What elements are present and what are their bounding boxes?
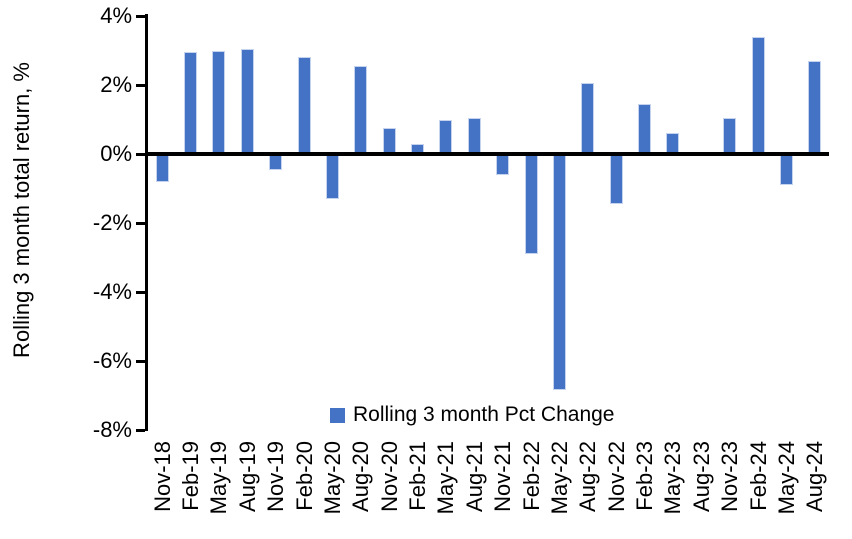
y-tick-label: -8%: [92, 417, 132, 442]
x-tick-label: May-24: [773, 441, 799, 515]
x-tick-label: May-19: [206, 441, 232, 515]
bar-Nov-22: [609, 154, 623, 205]
y-tick-mark: [136, 221, 145, 225]
y-tick-mark: [136, 152, 145, 156]
x-tick-label: Nov-23: [717, 441, 743, 512]
x-tick-label: Nov-20: [376, 441, 402, 512]
legend-label: Rolling 3 month Pct Change: [353, 403, 615, 426]
bar-Nov-23: [723, 117, 737, 154]
y-axis-title: Rolling 3 month total return, %: [9, 62, 34, 358]
y-tick-label: 2%: [100, 72, 132, 97]
x-tick-label: May-20: [319, 441, 345, 515]
bar-Feb-22: [524, 154, 538, 255]
bar-Nov-18: [155, 154, 169, 182]
bar-May-24: [779, 154, 793, 186]
x-tick-label: Feb-20: [291, 441, 317, 511]
bar-May-23: [666, 133, 680, 154]
x-tick-label: Nov-22: [603, 441, 629, 512]
y-tick-mark: [136, 83, 145, 87]
x-tick-label: May-21: [433, 441, 459, 515]
x-tick-label: Nov-19: [263, 441, 289, 512]
x-tick-label: May-22: [546, 441, 572, 515]
y-tick-label: -6%: [92, 348, 132, 373]
bar-Aug-22: [581, 83, 595, 154]
bar-Aug-21: [467, 117, 481, 154]
bar-May-22: [552, 154, 566, 391]
x-tick-label: Feb-23: [632, 441, 658, 511]
x-tick-label: Aug-23: [688, 441, 714, 512]
zero-baseline: [145, 152, 829, 156]
bar-Aug-24: [808, 60, 822, 154]
bar-Feb-19: [184, 52, 198, 154]
bar-Feb-20: [297, 57, 311, 154]
y-tick-label: -2%: [92, 210, 132, 235]
bar-Aug-20: [354, 66, 368, 154]
x-tick-label: Aug-21: [461, 441, 487, 512]
bar-Feb-24: [751, 36, 765, 154]
y-tick-mark: [136, 359, 145, 363]
x-tick-label: Feb-21: [405, 441, 431, 511]
legend: Rolling 3 month Pct Change: [330, 403, 615, 427]
bar-Nov-21: [496, 154, 510, 175]
bar-Feb-23: [638, 103, 652, 154]
bar-Nov-20: [382, 128, 396, 154]
y-tick-label: 4%: [100, 3, 132, 28]
x-tick-label: May-23: [660, 441, 686, 515]
x-tick-label: Aug-20: [348, 441, 374, 512]
bar-May-19: [212, 50, 226, 154]
bar-Aug-19: [240, 48, 254, 154]
x-tick-label: Nov-21: [490, 441, 516, 512]
x-tick-label: Aug-22: [575, 441, 601, 512]
x-tick-label: Aug-19: [234, 441, 260, 512]
bar-Nov-19: [269, 154, 283, 170]
x-tick-label: Nov-18: [149, 441, 175, 512]
y-tick-mark: [136, 14, 145, 18]
legend-swatch-icon: [330, 407, 345, 423]
x-tick-label: Feb-24: [745, 441, 771, 511]
x-tick-label: Feb-19: [178, 441, 204, 511]
y-tick-mark: [136, 290, 145, 294]
y-tick-mark: [136, 428, 145, 432]
x-tick-label: Feb-22: [518, 441, 544, 511]
bar-May-21: [439, 119, 453, 154]
x-tick-label: Aug-24: [802, 441, 828, 512]
y-tick-label: 0%: [100, 141, 132, 166]
y-tick-label: -4%: [92, 279, 132, 304]
bar-May-20: [325, 154, 339, 199]
y-axis-line: [145, 14, 148, 431]
